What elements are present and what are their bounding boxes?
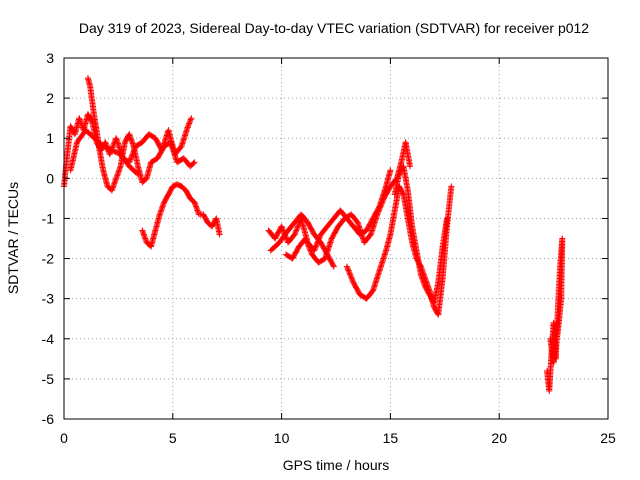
data-point [347, 272, 354, 279]
data-point [292, 230, 299, 237]
data-point [188, 115, 195, 122]
y-tick-label: 3 [46, 50, 54, 66]
data-point [443, 215, 450, 222]
data-point [378, 200, 385, 207]
data-point [379, 199, 386, 206]
data-point [349, 278, 356, 285]
data-point [278, 223, 285, 230]
y-axis-label: SDTVAR / TECUs [5, 182, 21, 294]
data-point [313, 242, 320, 249]
data-point [375, 207, 382, 214]
data-point [292, 228, 299, 235]
data-point [330, 263, 337, 270]
data-point [348, 274, 355, 281]
data-point [343, 263, 350, 270]
data-point [306, 244, 313, 251]
x-tick-label: 15 [383, 430, 399, 446]
data-point [302, 235, 309, 242]
data-point [191, 159, 198, 166]
data-point [305, 243, 312, 250]
data-points [61, 75, 566, 394]
data-point [190, 160, 197, 167]
data-point [347, 271, 354, 278]
x-tick-label: 20 [491, 430, 507, 446]
data-point [346, 270, 353, 277]
data-point [186, 120, 193, 127]
x-tick-label: 0 [60, 430, 68, 446]
data-point [187, 117, 194, 124]
data-point [106, 151, 113, 158]
plot-frame [63, 57, 609, 420]
data-point [379, 198, 386, 205]
data-point [291, 231, 298, 238]
data-point [304, 239, 311, 246]
data-point [330, 262, 337, 269]
data-point [294, 223, 301, 230]
data-point [279, 226, 286, 233]
y-tick-label: -5 [42, 371, 55, 387]
data-point [306, 246, 313, 253]
data-point [378, 202, 385, 209]
x-tick-label: 10 [274, 430, 290, 446]
y-tick-label: 0 [46, 170, 54, 186]
data-point [375, 208, 382, 215]
data-point [344, 264, 351, 271]
data-point [216, 231, 223, 238]
data-point [380, 196, 387, 203]
data-point [127, 156, 134, 163]
data-point [305, 242, 312, 249]
data-point [187, 116, 194, 123]
data-point [133, 170, 140, 177]
y-tick-label: -1 [42, 210, 55, 226]
y-tick-label: -4 [42, 331, 55, 347]
data-point [307, 247, 314, 254]
data-point [186, 119, 193, 126]
y-tick-label: -2 [42, 251, 55, 267]
data-point [134, 171, 141, 178]
y-tick-label: -6 [42, 411, 55, 427]
data-point [344, 266, 351, 273]
data-point [312, 244, 319, 251]
data-point [312, 243, 319, 250]
data-point [304, 240, 311, 247]
data-point [387, 167, 394, 174]
data-point [307, 248, 314, 255]
data-point [374, 211, 381, 218]
y-tick-label: 2 [46, 90, 54, 106]
data-point [293, 227, 300, 234]
data-point [129, 152, 135, 159]
y-tick-label: -3 [42, 291, 55, 307]
data-point [448, 183, 455, 190]
y-tick-label: 1 [46, 130, 54, 146]
data-point [376, 206, 383, 213]
data-point [377, 203, 384, 210]
data-point [349, 276, 356, 283]
data-point [348, 275, 355, 282]
data-point [374, 210, 381, 217]
data-point [399, 190, 406, 197]
data-point [346, 268, 353, 275]
data-point [294, 224, 301, 231]
data-point [127, 155, 134, 162]
data-point [303, 238, 310, 245]
data-point [128, 153, 135, 160]
data-point [377, 204, 384, 211]
x-tick-label: 5 [169, 430, 177, 446]
x-axis-label: GPS time / hours [283, 457, 390, 473]
data-point [185, 121, 192, 128]
data-point [293, 226, 300, 233]
data-point [345, 267, 352, 274]
data-point [406, 163, 413, 170]
data-point [303, 236, 310, 243]
chart-title: Day 319 of 2023, Sidereal Day-to-day VTE… [79, 20, 589, 36]
data-point [279, 224, 286, 231]
data-point [185, 123, 192, 130]
data-point [547, 335, 554, 342]
x-tick-label: 25 [600, 430, 616, 446]
